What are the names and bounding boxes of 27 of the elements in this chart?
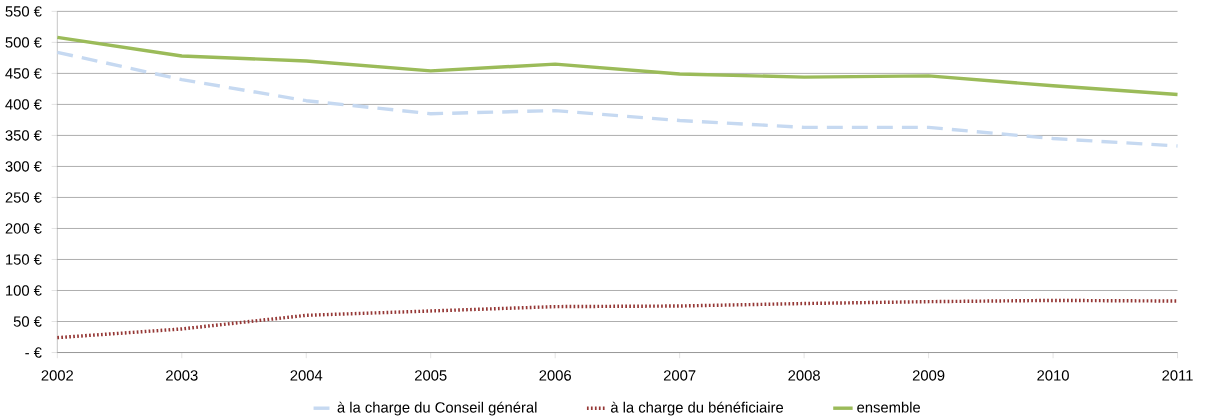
x-tick-label: 2009 [912, 370, 945, 381]
line-series [55, 35, 1180, 97]
y-tick-label: 100 € [6, 285, 42, 296]
x-tick-label: 2003 [166, 370, 198, 381]
y-tick-label: 300 € [5, 161, 42, 172]
x-tick-label: 2008 [788, 370, 820, 381]
legend-label: à la charge du Conseil général [337, 401, 537, 416]
y-tick-label: 250 € [5, 192, 42, 203]
legend-label: à la charge du bénéficiaire [610, 401, 784, 416]
x-tick-label: 2004 [290, 370, 323, 381]
x-tick-label: 2002 [41, 370, 73, 381]
y-tick-label: 550 € [5, 5, 42, 17]
y-tick-label: 50 € [13, 316, 42, 327]
y-tick-label: 500 € [5, 37, 42, 48]
x-tick-label: 2010 [1037, 370, 1069, 381]
y-tick-label: 350 € [5, 130, 42, 141]
x-tick-label: 2011 [1162, 370, 1193, 381]
line-series [55, 50, 1180, 148]
y-tick-label: 400 € [5, 99, 42, 110]
x-tick-label: 2005 [415, 370, 447, 381]
y-tick-label: 450 € [5, 68, 42, 79]
x-tick-label: 2007 [663, 370, 696, 381]
y-tick-label: 200 € [5, 223, 42, 234]
legend-label: ensemble [857, 401, 921, 413]
y-tick-label: 150 € [6, 254, 42, 265]
y-tick-label: - € [25, 347, 42, 358]
x-tick-label: 2006 [539, 370, 571, 381]
